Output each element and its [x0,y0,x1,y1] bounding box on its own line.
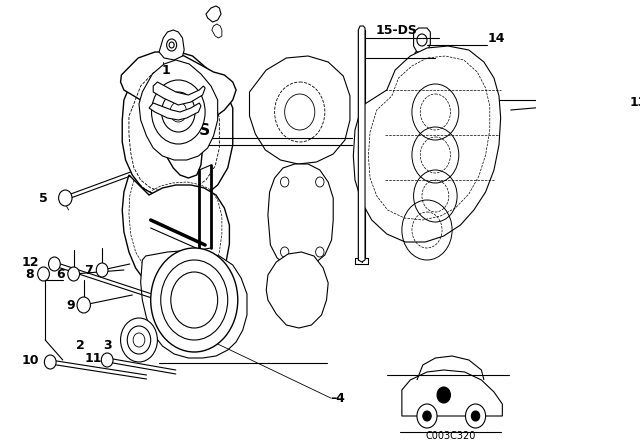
Polygon shape [206,6,221,22]
Circle shape [96,263,108,277]
Polygon shape [159,30,184,60]
Polygon shape [358,26,365,262]
Circle shape [171,272,218,328]
Text: 1: 1 [161,64,170,77]
Text: C003C320: C003C320 [425,431,476,441]
Polygon shape [353,46,500,242]
Circle shape [49,257,60,271]
Polygon shape [141,250,247,358]
Circle shape [465,404,486,428]
Text: 11: 11 [85,352,102,365]
Text: 13: 13 [630,95,640,108]
Text: 5: 5 [39,191,48,204]
Polygon shape [402,370,502,416]
Circle shape [44,355,56,369]
Polygon shape [413,52,430,72]
Polygon shape [413,28,430,55]
Text: 14: 14 [487,31,505,44]
Text: 9: 9 [66,298,75,311]
Text: 12: 12 [21,255,39,268]
Circle shape [471,411,480,421]
Text: 6: 6 [56,267,65,280]
Text: 8: 8 [25,267,34,280]
Polygon shape [139,60,218,160]
Circle shape [417,404,437,428]
Polygon shape [149,103,201,120]
Circle shape [38,267,49,281]
Polygon shape [122,175,229,296]
Circle shape [161,260,228,340]
Circle shape [59,190,72,206]
Polygon shape [212,24,222,38]
Text: 10: 10 [21,353,39,366]
Circle shape [150,248,238,352]
Text: 7: 7 [84,263,93,276]
Polygon shape [268,164,333,268]
Text: 18-DS: 18-DS [159,122,210,138]
Polygon shape [120,52,236,178]
Circle shape [437,387,451,403]
Circle shape [101,353,113,367]
Circle shape [77,297,90,313]
Polygon shape [266,252,328,328]
Polygon shape [250,56,350,164]
Circle shape [152,80,205,144]
Circle shape [68,267,79,281]
Polygon shape [153,82,205,105]
Circle shape [120,318,157,362]
Text: 3: 3 [103,339,111,352]
Text: 2: 2 [76,339,84,352]
Circle shape [423,411,431,421]
Text: –4: –4 [331,392,346,405]
Polygon shape [122,50,233,200]
Text: 15-DS: 15-DS [375,23,417,36]
